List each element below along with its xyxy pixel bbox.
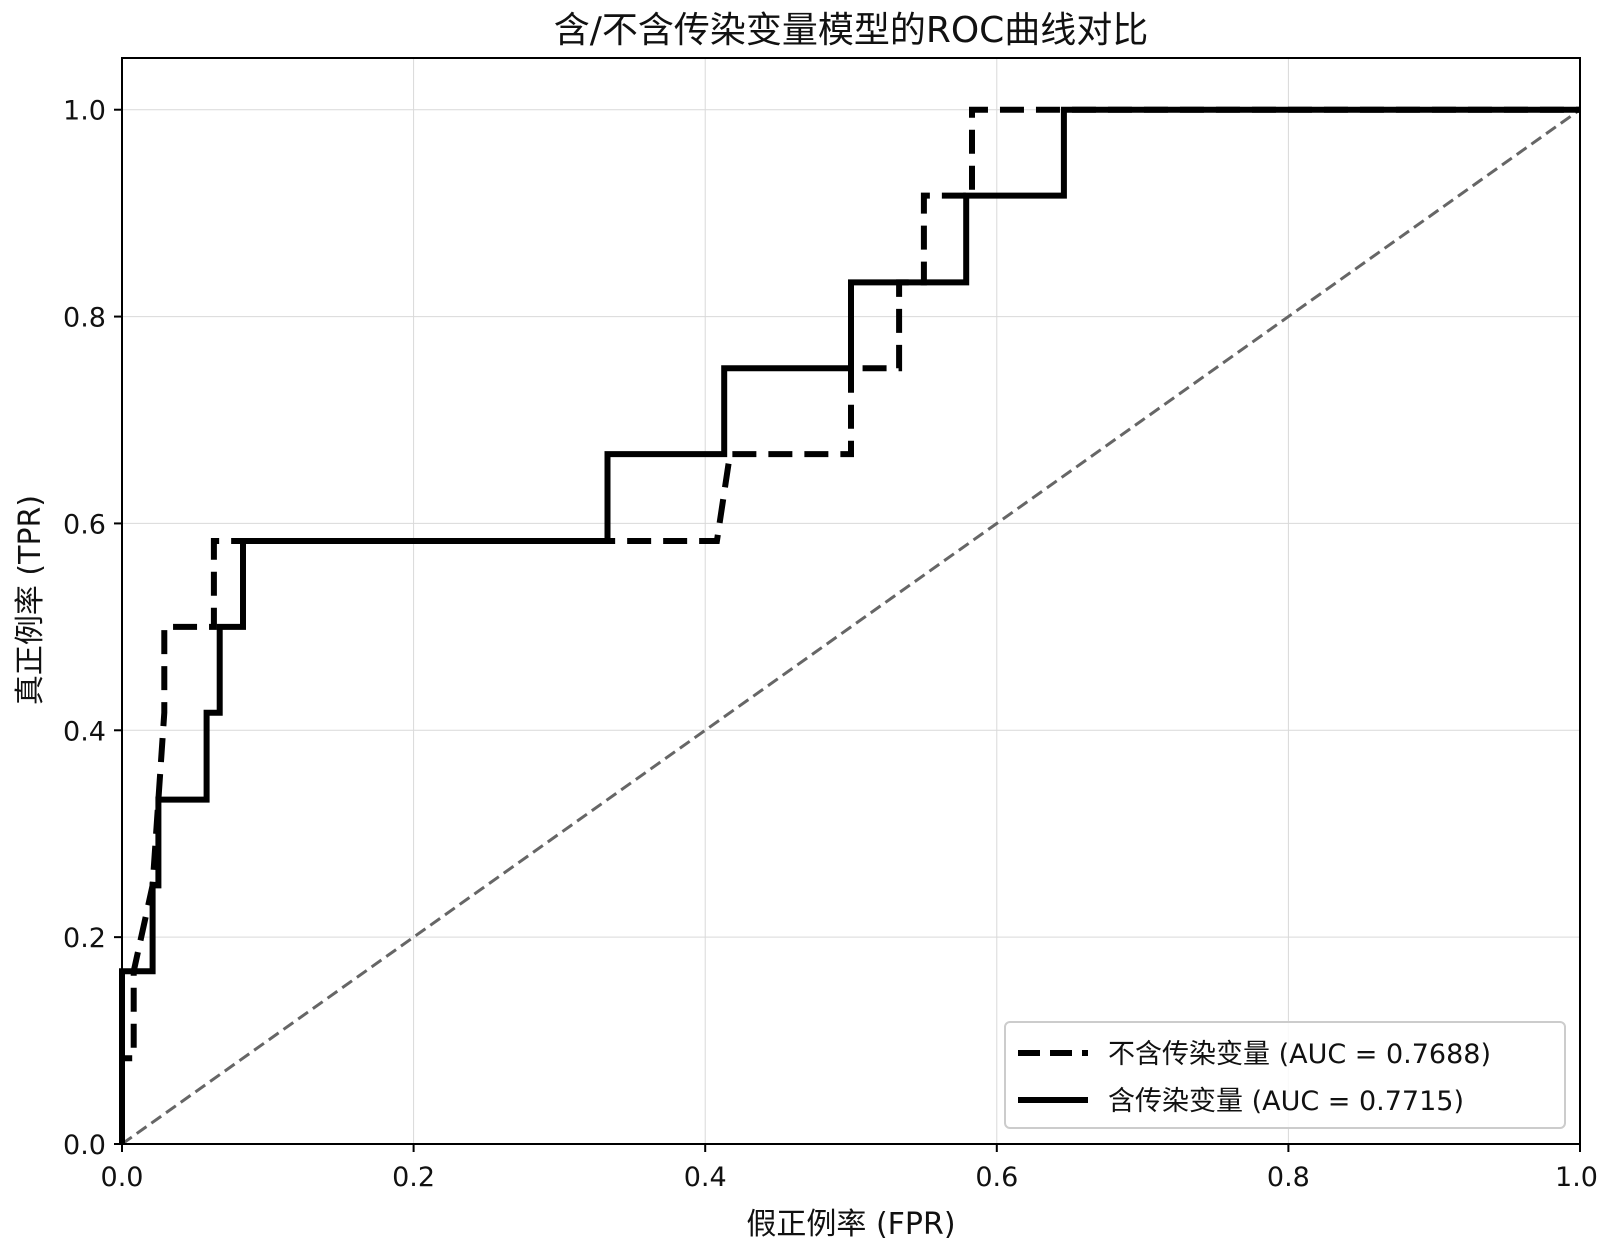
y-tick-label: 0.2 [63,923,106,954]
x-tick-label: 0.2 [392,1162,435,1193]
series-layer [119,106,1581,1146]
legend-label-without-contagion: 不含传染变量 (AUC = 0.7688) [1108,1039,1491,1070]
legend-label-with-contagion: 含传染变量 (AUC = 0.7715) [1108,1086,1464,1117]
y-tick-label: 0.0 [63,1130,106,1161]
roc-line-with-contagion [119,106,1580,1144]
x-tick-label: 0.0 [101,1162,144,1193]
x-tick-label: 1.0 [1555,1162,1598,1193]
y-tick-label: 0.6 [63,509,106,540]
legend: 不含传染变量 (AUC = 0.7688) 含传染变量 (AUC = 0.771… [1004,1021,1566,1129]
x-tick-label: 0.4 [684,1162,727,1193]
legend-box [1004,1021,1566,1129]
x-axis-label: 假正例率 (FPR) [746,1207,955,1242]
plot-frame [121,57,1581,1145]
plot-area [122,58,1580,1144]
y-tick-label: 0.4 [63,716,106,747]
chart-title: 含/不含传染变量模型的ROC曲线对比 [554,10,1149,51]
random-classifier-diagonal [121,108,1581,1146]
y-tick-label: 1.0 [63,96,106,127]
x-tick-label: 0.6 [975,1162,1018,1193]
ticks: 0.0 0.2 0.4 0.6 0.8 1.0 0.0 0.2 0.4 0.6 0.8 1.0 [63,96,1598,1193]
roc-line-without-contagion [119,106,1580,1144]
y-tick-label: 0.8 [63,303,106,334]
y-axis-label: 真正例率 (TPR) [13,495,48,705]
x-tick-label: 0.8 [1267,1162,1310,1193]
